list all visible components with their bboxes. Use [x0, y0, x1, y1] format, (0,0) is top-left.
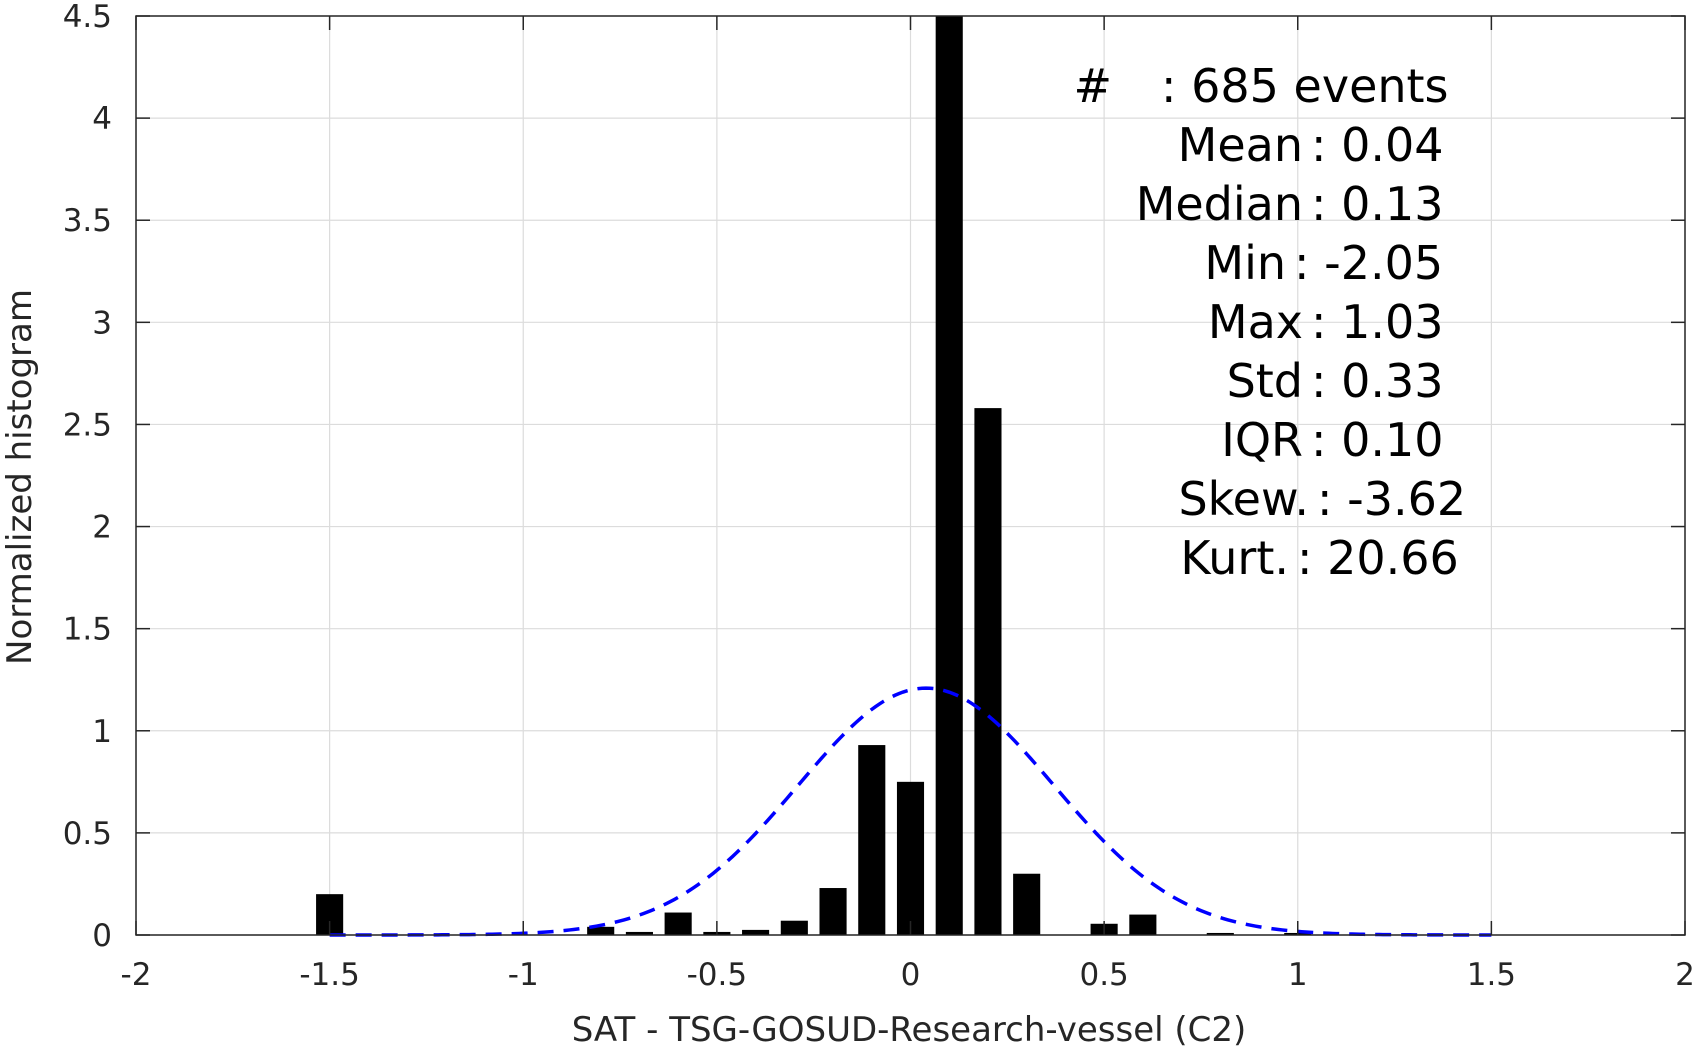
- stat-value: : 1.03: [1311, 295, 1444, 349]
- histogram-bar: [780, 920, 808, 935]
- histogram-bar: [935, 16, 963, 935]
- stat-value: : -2.05: [1294, 236, 1443, 290]
- stat-label: #: [1073, 59, 1112, 113]
- stat-value: : 0.33: [1311, 354, 1444, 408]
- histogram-bar: [1129, 914, 1157, 935]
- stat-label: Min: [1204, 236, 1286, 290]
- y-tick-label: 0.5: [63, 816, 112, 852]
- histogram-bar: [587, 926, 615, 935]
- x-axis-label: SAT - TSG-GOSUD-Research-vessel (C2): [572, 1010, 1247, 1050]
- histogram-bar: [664, 912, 692, 935]
- y-tick-label: 3.5: [63, 203, 112, 239]
- y-tick-label: 3: [92, 305, 112, 341]
- x-tick-label: -1: [508, 957, 539, 993]
- stat-value: : 0.13: [1311, 177, 1444, 231]
- stat-label: Kurt.: [1180, 531, 1289, 585]
- x-axis-tick-labels: -2 -1.5 -1 -0.5 0 0.5 1 1.5 2: [121, 957, 1695, 993]
- y-tick-label: 4.5: [63, 0, 112, 35]
- histogram-bar: [858, 745, 886, 935]
- stat-value: : 0.04: [1311, 118, 1444, 172]
- x-tick-label: -1.5: [299, 957, 360, 993]
- stat-label: Median: [1136, 177, 1303, 231]
- histogram-bar: [1206, 932, 1234, 935]
- x-tick-label: -2: [121, 957, 152, 993]
- y-axis-tick-labels: 0 0.5 1 1.5 2 2.5 3 3.5 4 4.5: [63, 0, 112, 954]
- x-tick-label: 0.5: [1079, 957, 1128, 993]
- x-tick-label: -0.5: [687, 957, 748, 993]
- histogram-bar: [625, 931, 653, 935]
- x-tick-label: 1: [1288, 957, 1308, 993]
- axis-ticks: [135, 15, 1686, 936]
- y-tick-label: 4: [92, 101, 112, 137]
- grid-lines: [135, 15, 1686, 936]
- stat-label: Std: [1227, 354, 1303, 408]
- x-tick-label: 0: [901, 957, 921, 993]
- stat-value: : 0.10: [1311, 413, 1444, 467]
- histogram-bars: [316, 16, 1312, 935]
- y-axis-label: Normalized histogram: [0, 289, 40, 665]
- histogram-bar: [742, 929, 770, 935]
- histogram-bar: [1013, 873, 1041, 935]
- y-tick-label: 2.5: [63, 407, 112, 443]
- y-tick-label: 1.5: [63, 612, 112, 648]
- stat-value: : 685 events: [1161, 59, 1449, 113]
- histogram-bar: [974, 408, 1002, 935]
- stat-label: IQR: [1221, 413, 1303, 467]
- y-tick-label: 0: [92, 918, 112, 954]
- stat-label: Max: [1208, 295, 1303, 349]
- stat-label: Skew.: [1178, 472, 1309, 526]
- histogram-bar: [819, 888, 847, 935]
- stat-label: Mean: [1178, 118, 1303, 172]
- stat-value: : -3.62: [1317, 472, 1466, 526]
- stat-value: : 20.66: [1297, 531, 1459, 585]
- y-tick-label: 2: [92, 510, 112, 546]
- x-tick-label: 1.5: [1467, 957, 1516, 993]
- x-tick-label: 2: [1675, 957, 1695, 993]
- histogram-bar: [896, 781, 925, 935]
- y-tick-label: 1: [92, 714, 112, 750]
